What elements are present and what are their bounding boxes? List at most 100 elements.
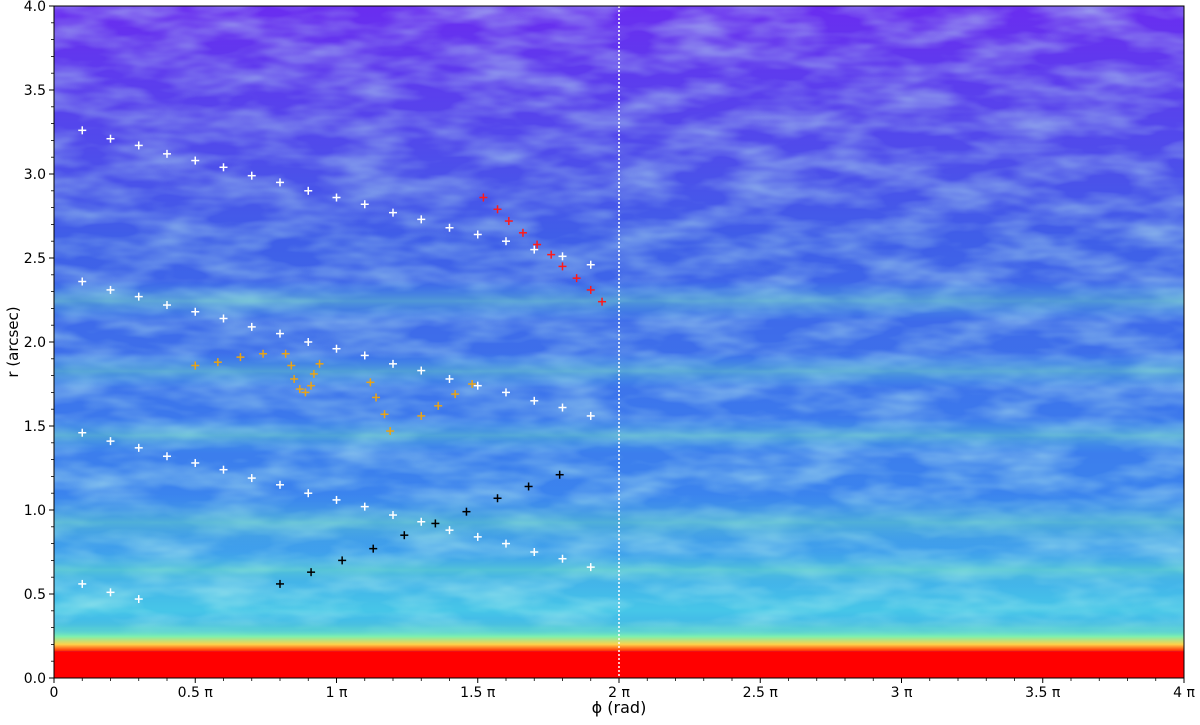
y-tick-label: 2.0 bbox=[24, 335, 46, 351]
data-point-s5-5 bbox=[547, 250, 556, 259]
y-tick-label: 1.0 bbox=[24, 503, 46, 519]
data-point-s5-1 bbox=[493, 205, 502, 214]
data-point-s2-3 bbox=[163, 452, 171, 461]
x-tick-label: 3 π bbox=[891, 685, 913, 701]
data-point-s0-11 bbox=[389, 208, 397, 217]
data-point-s6-6 bbox=[462, 507, 471, 516]
x-tick-label: 1.5 π bbox=[460, 685, 496, 701]
data-point-s4-12 bbox=[366, 378, 375, 387]
data-point-s2-5 bbox=[219, 465, 228, 474]
data-point-s4-2 bbox=[236, 353, 245, 362]
data-point-s0-17 bbox=[558, 252, 567, 261]
data-point-s0-7 bbox=[276, 178, 284, 187]
data-point-s0-12 bbox=[417, 215, 426, 224]
data-point-s5-0 bbox=[479, 193, 488, 202]
data-point-s0-18 bbox=[586, 260, 595, 269]
x-axis-label: ϕ (rad) bbox=[592, 698, 647, 717]
data-point-s1-12 bbox=[417, 366, 426, 375]
data-point-s6-0 bbox=[276, 579, 284, 588]
data-point-s6-2 bbox=[338, 556, 347, 565]
x-tick-label: 0.5 π bbox=[178, 685, 214, 701]
data-point-s4-1 bbox=[213, 358, 222, 367]
x-tick-label: 2 π bbox=[608, 685, 630, 701]
data-point-s2-11 bbox=[389, 511, 397, 520]
x-tick-label: 4 π bbox=[1173, 685, 1195, 701]
data-point-s2-4 bbox=[191, 458, 200, 467]
data-point-s2-2 bbox=[134, 443, 143, 452]
data-point-s1-10 bbox=[360, 351, 369, 360]
y-tick-label: 0.5 bbox=[24, 587, 46, 603]
data-point-s4-9 bbox=[307, 381, 316, 390]
data-point-s6-1 bbox=[307, 568, 316, 577]
data-point-s1-1 bbox=[106, 285, 115, 294]
data-point-s4-14 bbox=[380, 410, 389, 419]
data-point-s2-7 bbox=[276, 480, 284, 489]
data-point-s1-17 bbox=[558, 403, 567, 412]
data-point-s1-3 bbox=[163, 301, 171, 310]
data-point-s1-14 bbox=[473, 381, 482, 390]
x-tick-label: 3.5 π bbox=[1025, 685, 1061, 701]
data-point-s4-3 bbox=[259, 349, 268, 358]
data-point-s3-0 bbox=[78, 579, 87, 588]
y-tick-label: 4.0 bbox=[24, 0, 46, 15]
data-point-s0-9 bbox=[332, 193, 341, 202]
data-point-s5-4 bbox=[533, 240, 542, 249]
data-point-s5-6 bbox=[558, 262, 567, 271]
data-point-s1-8 bbox=[304, 338, 313, 346]
data-point-s1-11 bbox=[389, 359, 397, 368]
data-point-s4-7 bbox=[295, 385, 304, 394]
data-point-s4-17 bbox=[434, 401, 443, 410]
data-point-s1-9 bbox=[332, 344, 341, 353]
data-point-s0-13 bbox=[445, 223, 454, 232]
data-point-s0-1 bbox=[106, 134, 115, 143]
data-point-s4-19 bbox=[468, 380, 477, 388]
data-point-s3-1 bbox=[106, 588, 115, 597]
data-point-s6-7 bbox=[493, 494, 502, 503]
data-point-s5-2 bbox=[504, 217, 513, 226]
data-point-s2-0 bbox=[78, 428, 87, 437]
data-point-s2-8 bbox=[304, 489, 313, 498]
x-tick-label: 2.5 π bbox=[743, 685, 779, 701]
x-tick-label: 1 π bbox=[326, 685, 348, 701]
axes-layer: 0 0.5 π 1 π 1.5 π 2 π 2.5 π 3 π 3.5 π 4 π 0.0 0.5 1… bbox=[24, 0, 1196, 701]
data-point-s5-3 bbox=[518, 228, 527, 237]
data-point-s2-15 bbox=[502, 539, 510, 548]
data-point-s5-8 bbox=[586, 285, 595, 294]
data-point-s0-6 bbox=[247, 171, 256, 180]
y-tick-label: 3.0 bbox=[24, 167, 46, 183]
data-point-s5-9 bbox=[598, 297, 607, 306]
data-point-s2-13 bbox=[445, 526, 454, 535]
data-point-s6-8 bbox=[524, 482, 533, 491]
data-point-s2-6 bbox=[247, 474, 256, 483]
data-point-s0-0 bbox=[78, 126, 87, 135]
data-point-s1-15 bbox=[502, 388, 510, 397]
data-point-s1-2 bbox=[134, 292, 143, 301]
x-tick-label: 0 bbox=[50, 685, 59, 701]
data-point-s6-3 bbox=[369, 544, 378, 553]
y-tick-label: 1.5 bbox=[24, 419, 46, 435]
y-tick-label: 2.5 bbox=[24, 251, 46, 267]
data-point-s3-2 bbox=[134, 595, 143, 604]
data-point-s4-15 bbox=[386, 427, 395, 436]
y-axis-label: r (arcsec) bbox=[4, 306, 22, 377]
data-point-s2-10 bbox=[360, 502, 369, 511]
data-point-s2-17 bbox=[558, 554, 567, 563]
data-point-s6-4 bbox=[400, 531, 409, 540]
marker-layer bbox=[78, 126, 607, 604]
data-point-s0-16 bbox=[530, 245, 539, 254]
data-point-s1-18 bbox=[586, 411, 595, 420]
data-point-s4-0 bbox=[191, 361, 200, 370]
data-point-s1-13 bbox=[445, 374, 454, 383]
data-point-s0-15 bbox=[502, 237, 510, 246]
data-point-s4-13 bbox=[372, 393, 381, 402]
data-point-s4-11 bbox=[315, 359, 324, 368]
data-point-s0-14 bbox=[473, 230, 482, 239]
data-point-s4-8 bbox=[301, 388, 310, 397]
data-point-s1-5 bbox=[219, 314, 228, 323]
y-tick-label: 3.5 bbox=[24, 83, 46, 99]
data-point-s4-18 bbox=[451, 390, 460, 399]
data-point-s2-12 bbox=[417, 517, 426, 526]
data-point-s4-4 bbox=[281, 349, 290, 358]
